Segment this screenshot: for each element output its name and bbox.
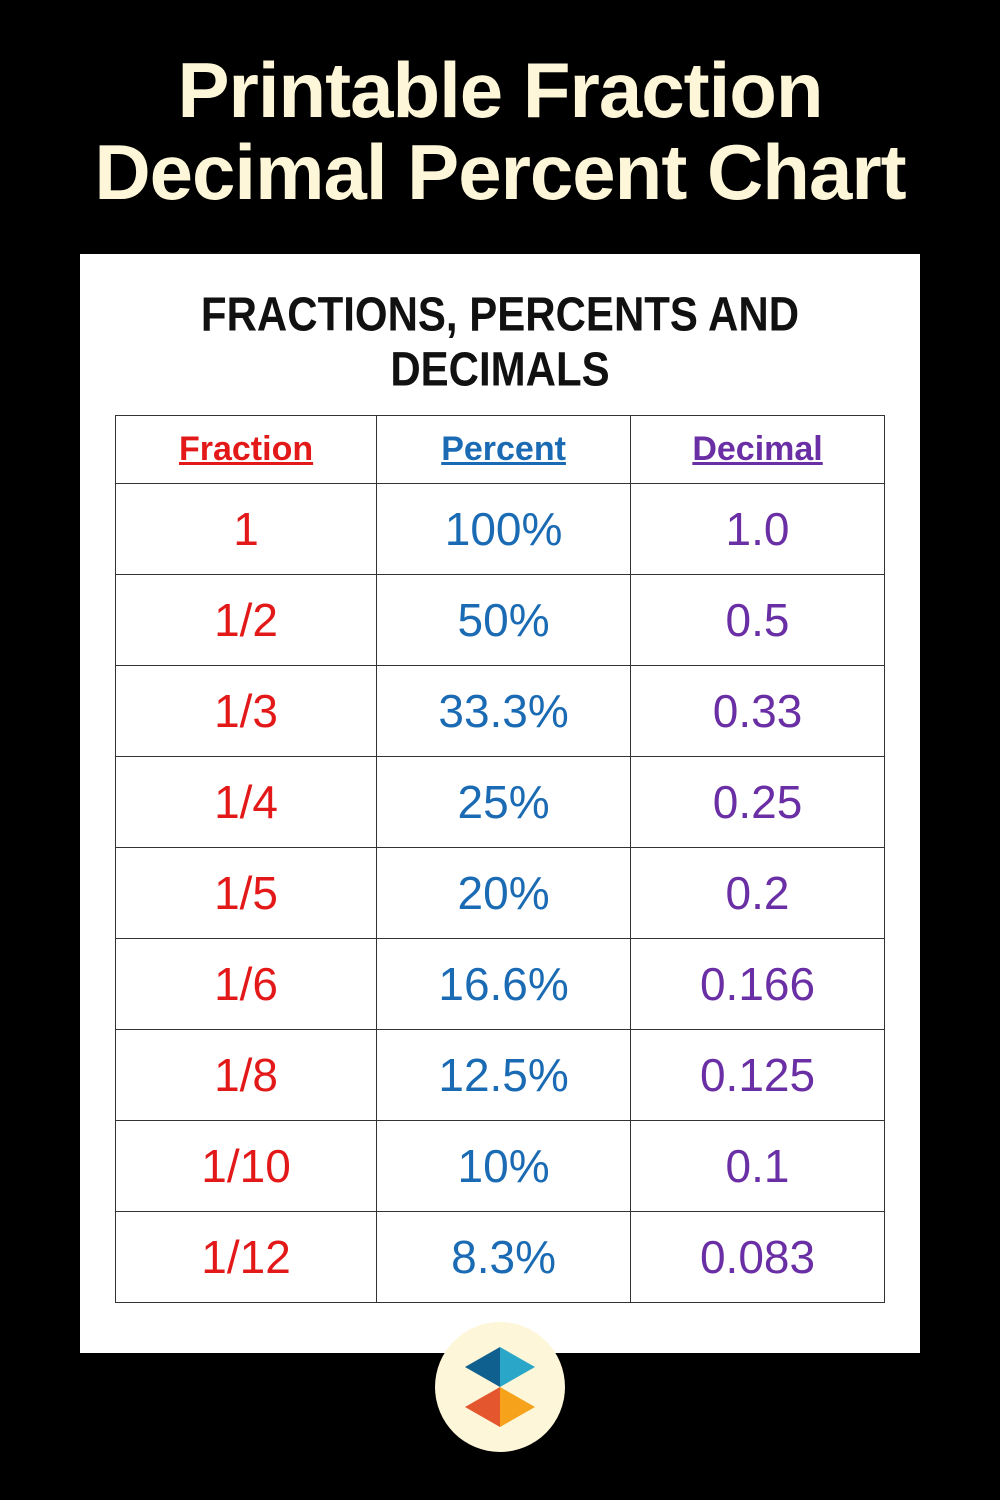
- logo-badge: [435, 1322, 565, 1452]
- table-row: 1/10 10% 0.1: [116, 1120, 885, 1211]
- cell-decimal: 0.125: [631, 1029, 885, 1120]
- cell-percent: 50%: [377, 574, 631, 665]
- cell-decimal: 0.1: [631, 1120, 885, 1211]
- cell-decimal: 0.5: [631, 574, 885, 665]
- chart-card: FRACTIONS, PERCENTS AND DECIMALS Fractio…: [80, 254, 920, 1353]
- table-row: 1 100% 1.0: [116, 483, 885, 574]
- cell-fraction: 1/8: [116, 1029, 377, 1120]
- col-header-fraction: Fraction: [116, 415, 377, 483]
- table-row: 1/4 25% 0.25: [116, 756, 885, 847]
- table-row: 1/6 16.6% 0.166: [116, 938, 885, 1029]
- cell-fraction: 1/12: [116, 1211, 377, 1302]
- table-row: 1/5 20% 0.2: [116, 847, 885, 938]
- table-row: 1/2 50% 0.5: [116, 574, 885, 665]
- card-title: FRACTIONS, PERCENTS AND DECIMALS: [115, 287, 885, 397]
- page-title: Printable Fraction Decimal Percent Chart: [0, 0, 1000, 244]
- cell-decimal: 0.083: [631, 1211, 885, 1302]
- table-row: 1/3 33.3% 0.33: [116, 665, 885, 756]
- logo-tri-1: [500, 1347, 535, 1387]
- table-header-row: Fraction Percent Decimal: [116, 415, 885, 483]
- cell-decimal: 0.2: [631, 847, 885, 938]
- cell-fraction: 1/3: [116, 665, 377, 756]
- cell-percent: 16.6%: [377, 938, 631, 1029]
- table-row: 1/8 12.5% 0.125: [116, 1029, 885, 1120]
- logo-tri-3: [500, 1387, 535, 1427]
- cell-percent: 100%: [377, 483, 631, 574]
- cell-percent: 12.5%: [377, 1029, 631, 1120]
- cell-percent: 33.3%: [377, 665, 631, 756]
- logo-icon: [465, 1347, 535, 1427]
- table-body: 1 100% 1.0 1/2 50% 0.5 1/3 33.3% 0.33 1/…: [116, 483, 885, 1302]
- title-line-1: Printable Fraction: [177, 46, 822, 134]
- cell-percent: 10%: [377, 1120, 631, 1211]
- title-line-2: Decimal Percent Chart: [94, 128, 905, 216]
- cell-decimal: 0.25: [631, 756, 885, 847]
- cell-percent: 8.3%: [377, 1211, 631, 1302]
- cell-decimal: 0.33: [631, 665, 885, 756]
- cell-fraction: 1/2: [116, 574, 377, 665]
- table-row: 1/12 8.3% 0.083: [116, 1211, 885, 1302]
- col-header-decimal: Decimal: [631, 415, 885, 483]
- cell-decimal: 1.0: [631, 483, 885, 574]
- col-header-percent: Percent: [377, 415, 631, 483]
- cell-fraction: 1/6: [116, 938, 377, 1029]
- cell-fraction: 1: [116, 483, 377, 574]
- cell-fraction: 1/4: [116, 756, 377, 847]
- cell-decimal: 0.166: [631, 938, 885, 1029]
- logo-tri-4: [465, 1387, 500, 1427]
- cell-percent: 25%: [377, 756, 631, 847]
- fraction-table: Fraction Percent Decimal 1 100% 1.0 1/2 …: [115, 415, 885, 1303]
- logo-tri-2: [465, 1347, 500, 1387]
- cell-fraction: 1/10: [116, 1120, 377, 1211]
- cell-fraction: 1/5: [116, 847, 377, 938]
- cell-percent: 20%: [377, 847, 631, 938]
